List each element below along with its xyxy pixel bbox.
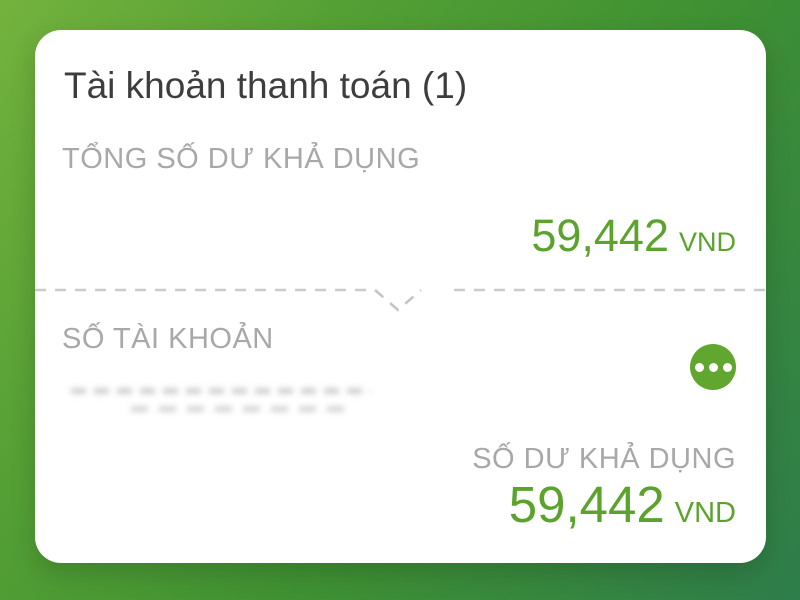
page-title: Tài khoản thanh toán (1)	[64, 65, 468, 106]
ellipsis-icon	[692, 362, 734, 372]
redaction-blur-bar	[71, 388, 371, 394]
available-balance-label: SỐ DƯ KHẢ DỤNG	[472, 443, 736, 475]
chevron-down-icon[interactable]	[374, 289, 422, 312]
available-balance-currency: VND	[674, 497, 736, 529]
redaction-blur-bar	[131, 406, 351, 412]
total-balance-amount: 59,442	[531, 210, 669, 261]
account-number-redacted	[71, 380, 391, 422]
account-options-button[interactable]	[690, 344, 736, 390]
available-balance: 59,442 VND	[509, 478, 736, 532]
account-number-label: SỐ TÀI KHOẢN	[62, 323, 274, 355]
payment-account-card: Tài khoản thanh toán (1) TỔNG SỐ DƯ KHẢ …	[35, 30, 766, 563]
total-available-balance-label: TỔNG SỐ DƯ KHẢ DỤNG	[62, 143, 421, 175]
dashed-divider	[35, 288, 766, 312]
total-balance-currency: VND	[678, 227, 736, 257]
total-available-balance: 59,442 VND	[531, 212, 736, 260]
available-balance-amount: 59,442	[508, 476, 665, 533]
